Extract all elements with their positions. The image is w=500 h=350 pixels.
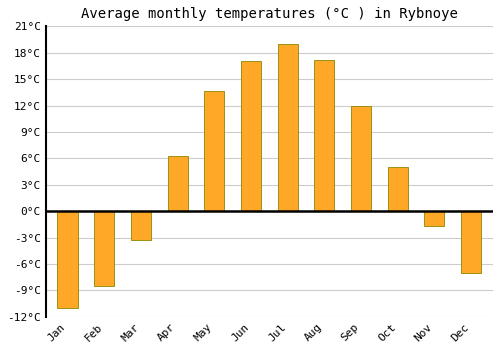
Bar <box>241 62 261 211</box>
Bar <box>168 156 188 211</box>
Bar <box>58 211 78 308</box>
Bar <box>424 211 444 226</box>
Bar <box>351 105 371 211</box>
Bar <box>461 211 481 273</box>
Bar <box>94 211 114 286</box>
Title: Average monthly temperatures (°C ) in Rybnoye: Average monthly temperatures (°C ) in Ry… <box>81 7 458 21</box>
Bar <box>204 91 225 211</box>
Bar <box>278 44 297 211</box>
Bar <box>314 60 334 211</box>
Bar <box>131 211 151 240</box>
Bar <box>388 167 408 211</box>
